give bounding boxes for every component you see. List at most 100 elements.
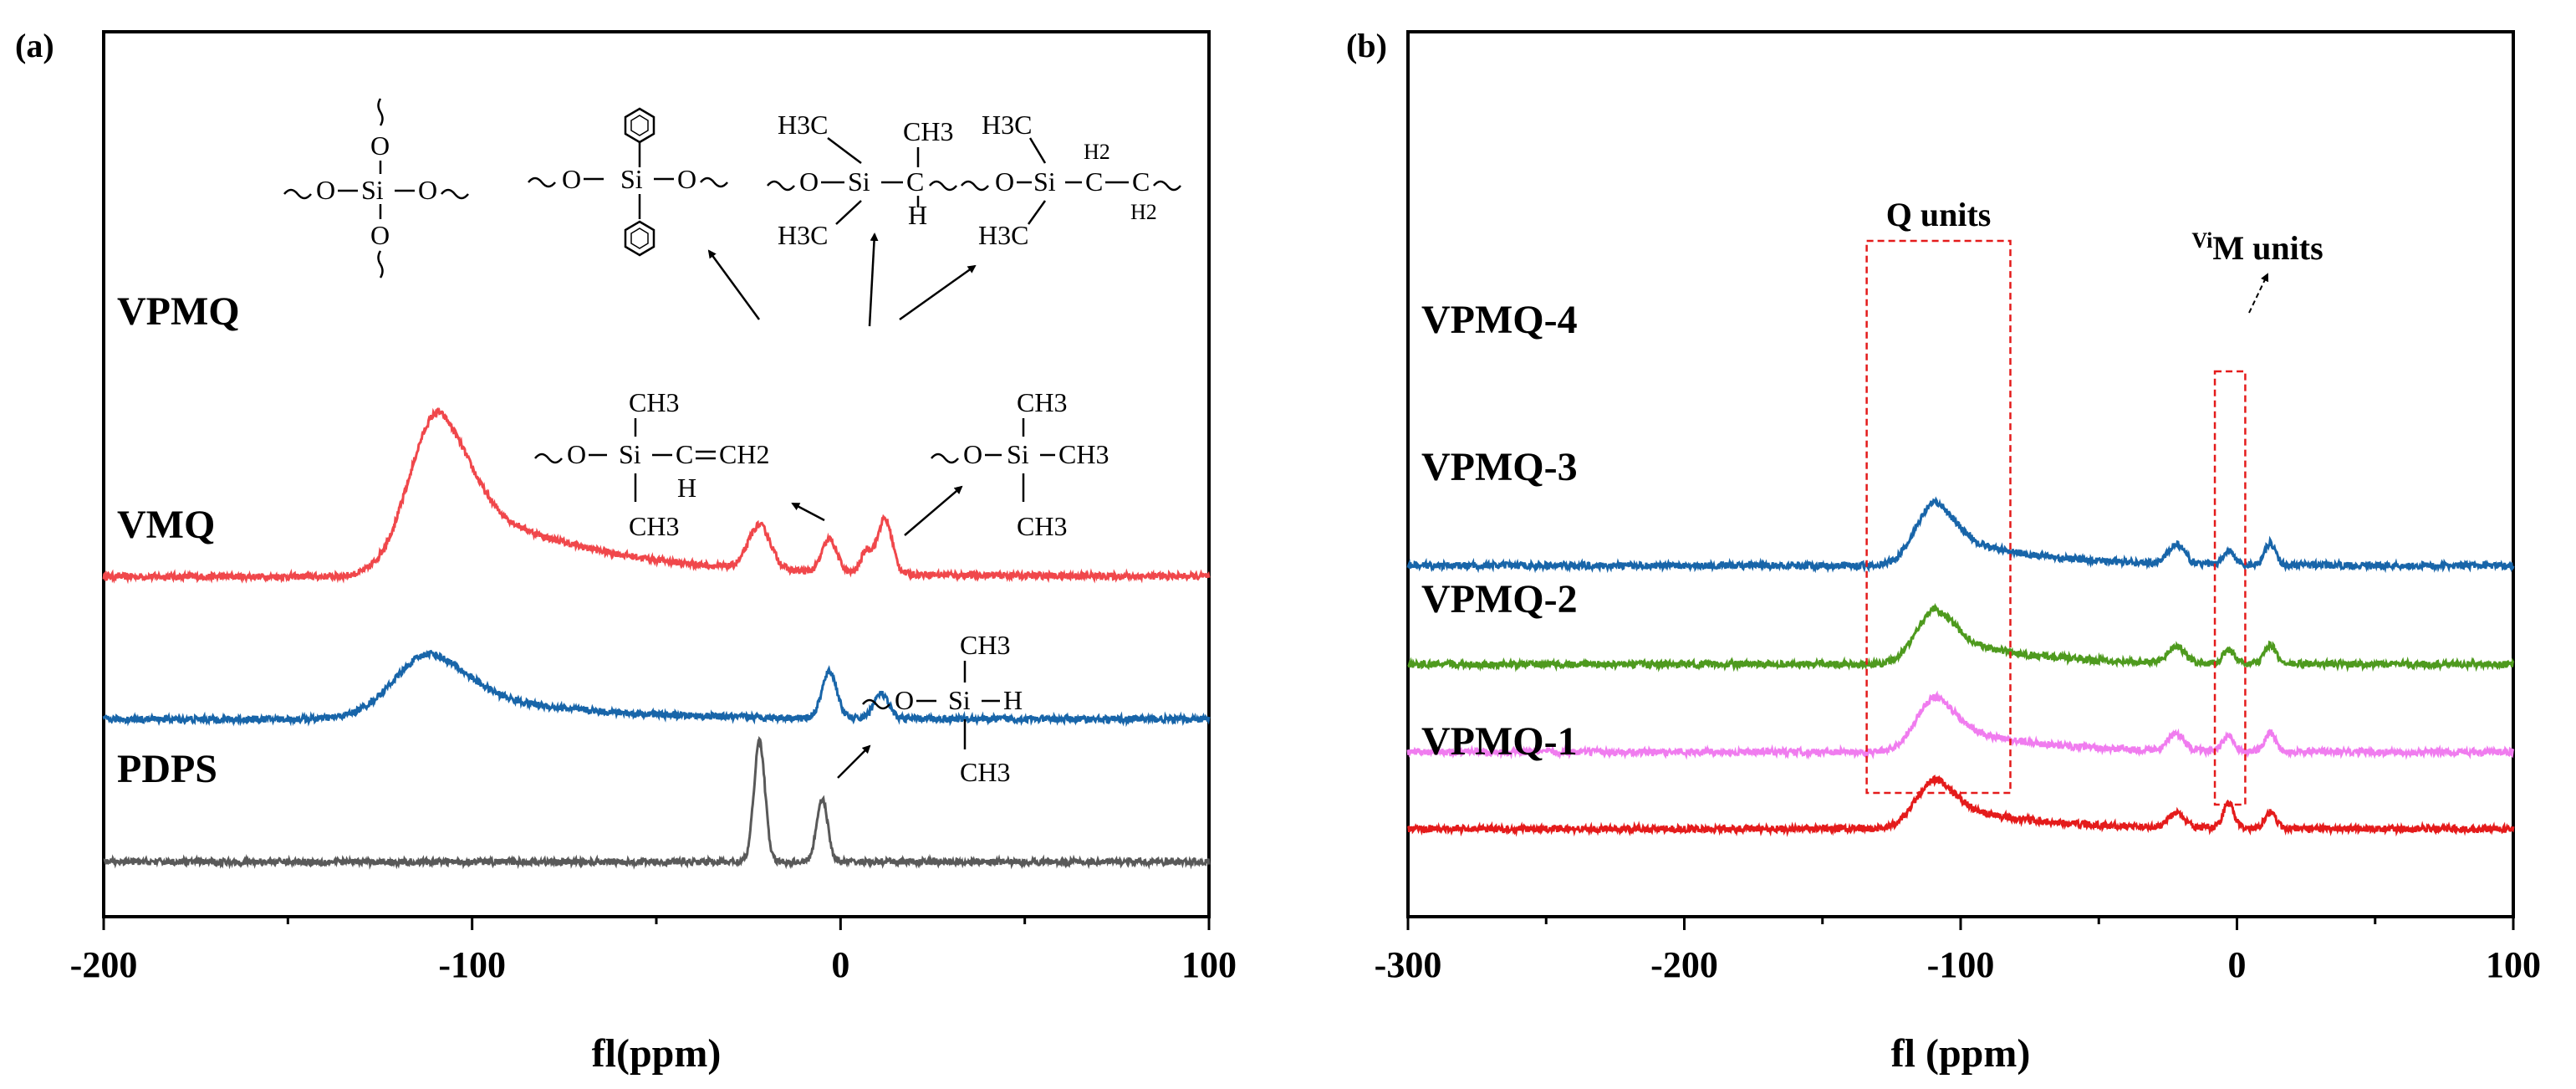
series-line-vpmq-3	[1407, 602, 2515, 672]
series-label-vpmq: VPMQ	[117, 289, 240, 334]
wavy-bond-icon	[377, 250, 384, 279]
tms-ch3-bottom: CH3	[1017, 511, 1067, 541]
x-tick-label: -100	[1927, 944, 1995, 985]
sih-si: Si	[948, 685, 971, 715]
m-o: O	[799, 166, 819, 197]
series-label-vpmq-4: VPMQ-4	[1421, 298, 1578, 342]
m-h3c-top: H3C	[778, 110, 828, 140]
q-o-bottom: O	[370, 220, 390, 250]
x-tick-label: 0	[2228, 944, 2247, 985]
m-ch3-top: CH3	[903, 116, 953, 146]
m-h: H	[908, 200, 927, 230]
arrow-m-ch2	[899, 264, 977, 321]
series-line-vpmq-1	[1406, 775, 2515, 837]
d-o-left: O	[562, 164, 581, 194]
m2-h3c-bottom: H3C	[978, 220, 1028, 250]
vim-units-box	[2213, 370, 2247, 806]
panel-label-b: (b)	[1346, 27, 1387, 64]
x-axis-ticks-b: -300 -200 -100 0 100	[1375, 917, 2541, 985]
series-label-vpmq-3: VPMQ-3	[1421, 445, 1578, 489]
m2-h2-top: H2	[1084, 140, 1110, 164]
panel-label-a: (a)	[15, 27, 54, 64]
wavy-bond-icon	[961, 180, 989, 192]
vim-label-text: M units	[2212, 229, 2323, 267]
m-h3c-bottom: H3C	[778, 220, 828, 250]
series-line-vpmq	[102, 406, 1211, 585]
arrow-d-unit	[707, 249, 761, 320]
series-label-vpmq-2: VPMQ-2	[1421, 577, 1578, 621]
series-line-vpmq-2	[1406, 690, 2515, 760]
m2-o: O	[995, 166, 1014, 197]
d-si: Si	[620, 164, 643, 194]
phenyl-ring-icon	[624, 220, 655, 257]
sih-h: H	[1003, 685, 1023, 715]
series-group-a	[102, 406, 1211, 871]
vi-si: Si	[619, 439, 641, 469]
series-group-b	[1406, 496, 2515, 837]
m2-c2: C	[1132, 166, 1150, 197]
tms-si: Si	[1007, 439, 1029, 469]
x-tick-label: -200	[1650, 944, 1718, 985]
x-tick-label: -200	[70, 944, 138, 985]
si-h-unit-structure: CH3 O Si H CH3	[862, 630, 1023, 787]
x-tick-label: 0	[831, 944, 849, 985]
vi-ch3-bottom: CH3	[629, 511, 679, 541]
tms-ch3-top: CH3	[1017, 387, 1067, 417]
series-line-pdps	[103, 735, 1211, 871]
m2-c1: C	[1085, 166, 1103, 197]
m-unit-structure: H3C O Si C CH3 H H3C	[767, 110, 957, 250]
arrow-tms	[904, 485, 963, 536]
series-label-vpmq-1: VPMQ-1	[1421, 719, 1578, 764]
vim-units-label: ViM units	[2191, 228, 2323, 267]
vim-superscript: Vi	[2191, 228, 2212, 253]
m-si: Si	[848, 166, 870, 197]
unit-boxes: Q units ViM units	[1865, 196, 2324, 806]
vi-ch2: CH2	[719, 439, 769, 469]
wavy-bond-icon	[534, 452, 563, 464]
tms-o: O	[963, 439, 982, 469]
phenyl-ring-icon	[624, 107, 655, 144]
wavy-bond-icon	[700, 176, 728, 188]
q-si: Si	[361, 175, 384, 205]
wavy-bond-icon	[283, 188, 312, 200]
arrow-m-unit	[868, 233, 879, 327]
wavy-bond-icon	[862, 698, 890, 710]
wavy-bond-icon	[1153, 180, 1181, 192]
series-label-vmq: VMQ	[117, 503, 215, 547]
wavy-bond-icon	[377, 98, 384, 126]
x-tick-label: -300	[1375, 944, 1442, 985]
wavy-bond-icon	[441, 188, 469, 200]
m-c: C	[906, 166, 924, 197]
vi-c: C	[676, 439, 693, 469]
sih-ch3-bottom: CH3	[960, 757, 1010, 787]
wavy-bond-icon	[528, 176, 556, 188]
vi-ch3-top: CH3	[629, 387, 679, 417]
q-units-box	[1865, 239, 2012, 795]
wavy-bond-icon	[929, 180, 957, 192]
q-o-top: O	[370, 130, 390, 161]
tms-unit-structure: CH3 O Si CH3 CH3	[931, 387, 1109, 541]
tms-ch3-right: CH3	[1058, 439, 1109, 469]
arrow-vinyl	[791, 502, 825, 522]
plot-frame-a	[102, 30, 1211, 918]
x-axis-title-b: fl (ppm)	[1891, 1031, 2031, 1076]
arrow-vim-units	[2248, 273, 2269, 314]
d-o-right: O	[677, 164, 696, 194]
m2-h3c-top: H3C	[982, 110, 1032, 140]
sih-o: O	[895, 685, 914, 715]
panel-b: (b) -300 -200 -100 0 100 fl (ppm) VPMQ-4 VPM…	[1346, 27, 2541, 1076]
q-unit-structure: O O Si O O	[283, 98, 469, 279]
diphenyl-unit-structure: O Si O	[528, 107, 728, 257]
x-tick-label: -100	[438, 944, 506, 985]
arrow-si-h	[837, 744, 871, 779]
wavy-bond-icon	[931, 452, 959, 464]
m-ch2-structure: H3C O Si H2 C C H2 H3C	[961, 110, 1181, 250]
m2-h2-bottom: H2	[1130, 200, 1157, 224]
x-axis-title-a: fl(ppm)	[592, 1031, 722, 1076]
panel-a: (a) -200 -100 0 100 fl(ppm) VPMQ VMQ PDPS O…	[15, 27, 1237, 1076]
q-o-right: O	[418, 175, 437, 205]
m2-si: Si	[1033, 166, 1056, 197]
x-axis-ticks-a: -200 -100 0 100	[70, 917, 1237, 985]
series-label-pdps: PDPS	[117, 747, 217, 791]
